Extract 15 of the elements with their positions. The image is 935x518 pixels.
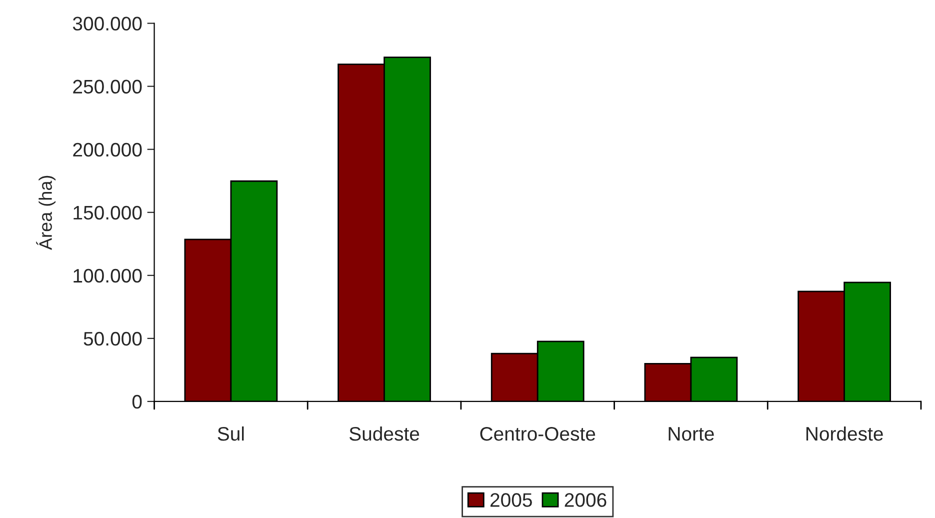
- legend-label: 2006: [564, 493, 606, 507]
- y-tick-label: 100.000: [74, 268, 142, 283]
- x-tick-label: Centro-Oeste: [480, 426, 596, 441]
- y-tick-label: 150.000: [74, 206, 142, 220]
- y-tick-label: 300.000: [72, 16, 142, 31]
- x-tick-label: Sul: [218, 426, 244, 441]
- y-axis-title: Área (ha): [36, 176, 56, 250]
- x-tick-label: Sudeste: [349, 426, 420, 441]
- y-tick-label: 200.000: [73, 142, 142, 157]
- x-tick-label: Norte: [668, 427, 714, 441]
- legend-label: 2005: [490, 493, 532, 507]
- y-tick-label: 50.000: [84, 332, 142, 346]
- y-tick-label: 250.000: [73, 80, 142, 94]
- x-tick-label: Nordeste: [806, 426, 883, 441]
- y-tick-label: 0: [132, 394, 142, 409]
